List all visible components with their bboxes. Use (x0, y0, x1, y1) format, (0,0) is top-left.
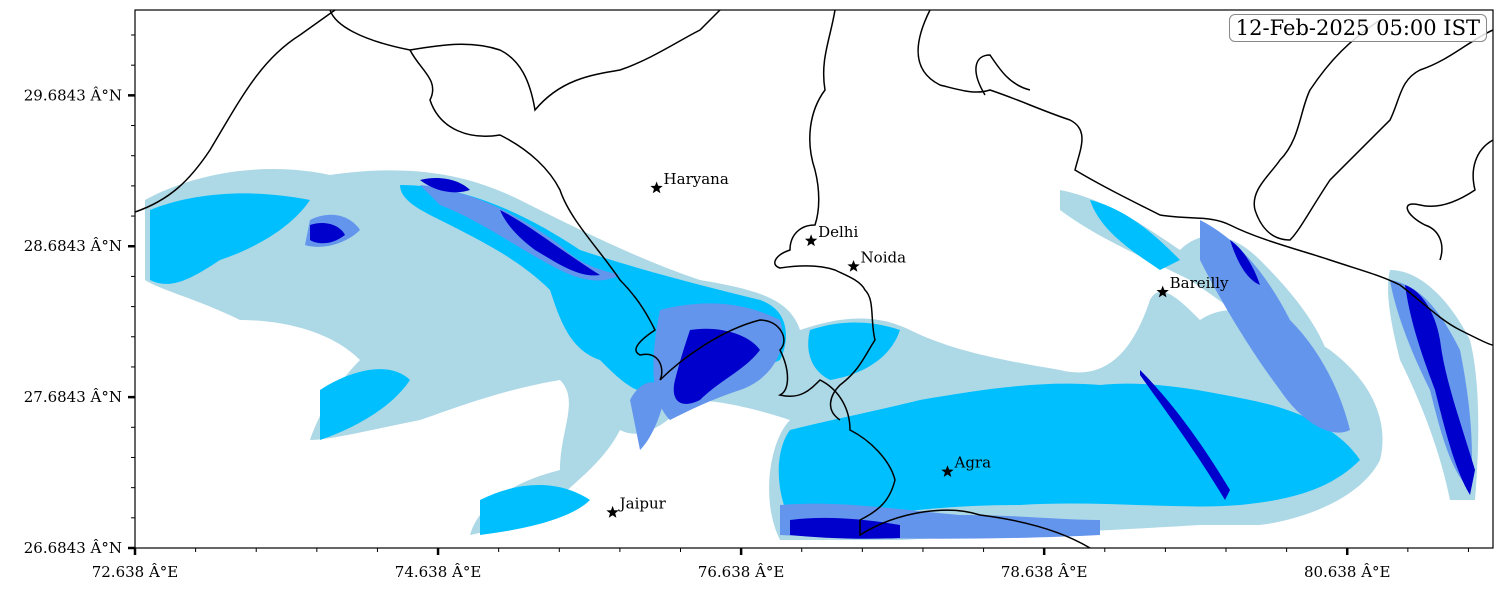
star-icon (606, 505, 619, 518)
star-icon (650, 181, 663, 194)
star-icon (847, 260, 860, 272)
x-tick-label: 72.638 Â°E (92, 563, 179, 581)
y-tick-label: 26.6843 Â°N (24, 539, 122, 557)
city-label: Haryana (664, 170, 729, 188)
star-icon (804, 234, 818, 247)
city-label: Delhi (818, 223, 858, 241)
y-tick-label: 29.6843 Â°N (24, 86, 122, 104)
x-tick-label: 74.638 Â°E (395, 563, 482, 581)
city-haryana: Haryana (650, 170, 729, 194)
y-tick-label: 27.6843 Â°N (24, 388, 122, 406)
city-bareilly: Bareilly (1156, 274, 1229, 298)
city-jaipur: Jaipur (606, 494, 667, 518)
precipitation-fill (145, 169, 1479, 540)
timestamp-label: 12-Feb-2025 05:00 IST (1228, 14, 1487, 42)
city-label: Agra (953, 454, 991, 472)
star-icon (941, 465, 954, 477)
city-label: Noida (861, 248, 907, 266)
x-tick-label: 78.638 Â°E (1001, 563, 1088, 581)
city-delhi: Delhi (804, 223, 858, 247)
city-noida: Noida (847, 248, 907, 272)
y-tick-label: 28.6843 Â°N (24, 237, 122, 255)
axes: 72.638 Â°E 74.638 Â°E 76.638 Â°E 78.638 Â°E… (24, 34, 1469, 581)
x-tick-label: 80.638 Â°E (1304, 563, 1391, 581)
city-label: Bareilly (1170, 274, 1229, 292)
x-tick-label: 76.638 Â°E (698, 563, 785, 581)
star-icon (1156, 285, 1169, 298)
state-borders (135, 10, 1493, 548)
city-agra: Agra (941, 454, 991, 477)
plot-frame (134, 9, 1494, 549)
city-label: Jaipur (618, 494, 667, 512)
